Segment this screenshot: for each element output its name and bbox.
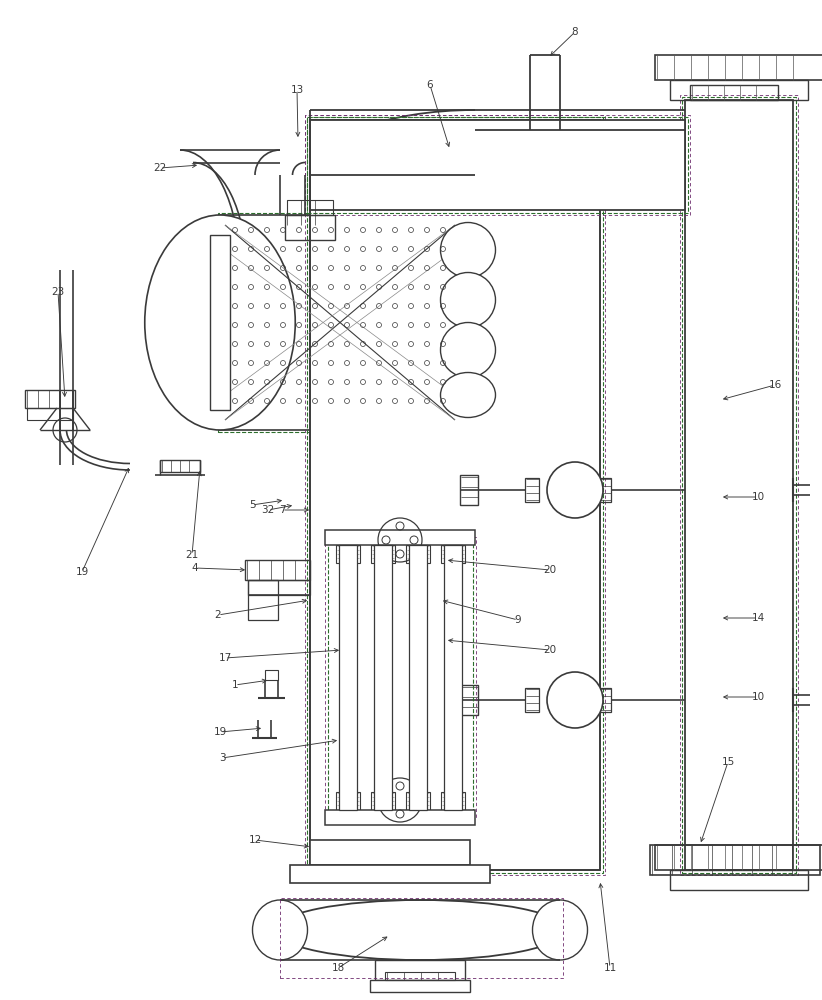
Text: 1: 1 [232, 680, 238, 690]
Bar [310, 120, 600, 870]
Circle shape [547, 672, 603, 728]
Text: 2: 2 [215, 610, 221, 620]
Bar [685, 100, 793, 870]
Bar [655, 845, 822, 870]
Text: 20: 20 [543, 565, 556, 575]
Ellipse shape [441, 223, 496, 277]
Text: 23: 23 [52, 287, 65, 297]
Text: 13: 13 [290, 85, 303, 95]
Ellipse shape [145, 215, 295, 430]
Bar [290, 865, 490, 883]
Text: 32: 32 [261, 505, 275, 515]
Bar [27, 408, 73, 420]
Bar [265, 670, 278, 680]
Text: 4: 4 [192, 563, 198, 573]
Circle shape [547, 462, 603, 518]
Text: 6: 6 [427, 80, 433, 90]
Text: 22: 22 [154, 163, 167, 173]
Ellipse shape [252, 900, 307, 960]
Text: 14: 14 [751, 613, 764, 623]
Bar [460, 685, 478, 715]
Bar [325, 530, 475, 545]
Bar [305, 115, 690, 215]
Bar [597, 688, 611, 712]
Bar [441, 792, 465, 810]
Bar [285, 215, 335, 240]
Text: 5: 5 [249, 500, 256, 510]
Text: 19: 19 [214, 727, 227, 737]
Bar [280, 898, 563, 978]
Bar [444, 545, 462, 810]
Bar [525, 688, 539, 712]
Bar [375, 960, 465, 980]
Bar [248, 580, 278, 620]
Bar [460, 475, 478, 505]
Ellipse shape [441, 372, 496, 418]
Bar [248, 580, 310, 595]
Bar [339, 545, 357, 810]
Ellipse shape [275, 900, 565, 960]
Bar [371, 792, 395, 810]
Text: 7: 7 [279, 505, 285, 515]
Bar [670, 870, 808, 890]
Bar [385, 972, 455, 980]
Bar [307, 117, 603, 873]
Bar [25, 390, 75, 408]
Bar [218, 213, 492, 432]
Bar [328, 540, 473, 815]
Bar [680, 95, 798, 875]
Text: 17: 17 [219, 653, 232, 663]
Bar [305, 115, 605, 875]
Ellipse shape [533, 900, 588, 960]
Bar [336, 792, 360, 810]
Bar [406, 792, 430, 810]
Bar [374, 545, 392, 810]
Bar [160, 460, 200, 472]
Bar [287, 200, 333, 215]
Bar [310, 120, 685, 210]
Text: 15: 15 [722, 757, 735, 767]
Bar [597, 478, 611, 502]
Bar [325, 537, 476, 818]
Text: 21: 21 [186, 550, 199, 560]
Bar [220, 215, 490, 430]
Text: 9: 9 [515, 615, 521, 625]
Bar [655, 55, 822, 80]
Bar [690, 85, 778, 100]
Bar [336, 545, 360, 563]
Text: 3: 3 [219, 753, 225, 763]
Bar [371, 545, 395, 563]
Text: 19: 19 [76, 567, 89, 577]
Text: 12: 12 [248, 835, 261, 845]
Text: 11: 11 [603, 963, 616, 973]
Bar [325, 810, 475, 825]
Bar [210, 235, 230, 410]
Bar [525, 478, 539, 502]
Bar [307, 117, 688, 213]
Text: 8: 8 [571, 27, 579, 37]
Ellipse shape [441, 322, 496, 377]
Bar [670, 80, 808, 100]
Bar [245, 560, 310, 580]
Bar [682, 97, 796, 873]
Bar [409, 545, 427, 810]
Bar [310, 840, 470, 865]
Bar [406, 545, 430, 563]
Text: 10: 10 [751, 492, 764, 502]
Text: 16: 16 [769, 380, 782, 390]
Text: 18: 18 [331, 963, 344, 973]
Text: 10: 10 [751, 692, 764, 702]
Bar [370, 980, 470, 992]
Ellipse shape [441, 272, 496, 328]
Bar [441, 545, 465, 563]
Text: 20: 20 [543, 645, 556, 655]
Bar [650, 845, 820, 875]
